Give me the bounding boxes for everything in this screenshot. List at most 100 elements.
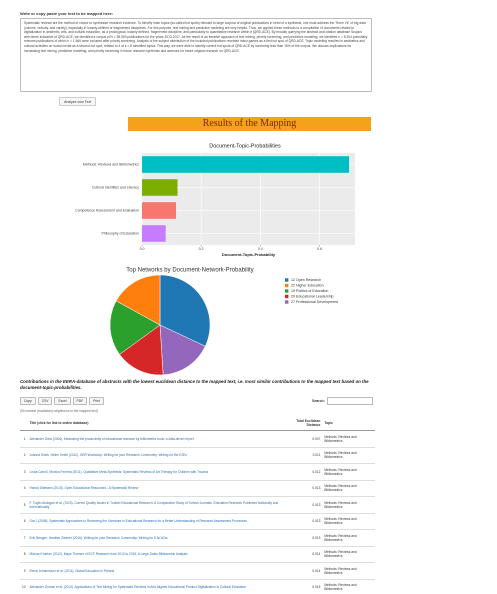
y-tick-label: Methods: Reviews and Bibliometrics bbox=[83, 162, 139, 166]
title-link[interactable]: Hanna Dittmann (2015). Open Educational … bbox=[27, 479, 282, 497]
table-cell: 2 bbox=[20, 446, 28, 464]
table-cell: Methods: Reviews and Bibliometrics bbox=[322, 545, 375, 563]
chart-title: Top Networks by Document-Network-Probabi… bbox=[126, 268, 253, 274]
input-label: Write or copy paste your text to be mapp… bbox=[20, 11, 114, 16]
table-cell: 8 bbox=[20, 545, 28, 563]
table-cell: Methods: Reviews and Bibliometrics bbox=[322, 446, 375, 464]
export-button[interactable]: PDF bbox=[72, 397, 88, 405]
pie-slice bbox=[115, 274, 161, 326]
title-link[interactable]: Joanna Sinek, Helen Smith (2012). OER Wo… bbox=[27, 446, 282, 464]
table-cell: 0.013 bbox=[281, 496, 323, 513]
results-table: Title (click for link to online database… bbox=[20, 416, 375, 594]
table-cell: 0.014 bbox=[281, 545, 323, 563]
table-row: 10 Alexander Grosse et al. (2013). Applic… bbox=[20, 578, 375, 594]
x-tick-label: 0.0 bbox=[140, 247, 145, 251]
search-box[interactable] bbox=[326, 397, 373, 405]
table-cell: Methods: Reviews and Bibliometrics bbox=[322, 562, 375, 579]
table-cell: 3 bbox=[20, 463, 28, 480]
legend-label: 27 Professional Development bbox=[291, 300, 338, 304]
header-cell[interactable]: Topic bbox=[322, 416, 375, 431]
legend-label: 12 Open Research bbox=[291, 278, 321, 282]
table-cell: 5 bbox=[20, 496, 28, 513]
export-button[interactable]: Print bbox=[89, 397, 104, 405]
table-caption: Contributions in the EERA-database of ab… bbox=[20, 379, 369, 390]
export-button[interactable]: CSV bbox=[37, 397, 53, 405]
table-cell: Methods: Reviews and Bibliometrics bbox=[322, 479, 375, 497]
results-heading: Results of the Mapping bbox=[128, 117, 371, 131]
table-cell: 4 bbox=[20, 479, 28, 497]
table-cell: 1 bbox=[20, 430, 28, 447]
bar bbox=[142, 156, 350, 173]
export-button[interactable]: Copy bbox=[20, 397, 36, 405]
header-cell[interactable]: Total Euclidean Distance bbox=[281, 416, 323, 431]
table-row: 9 Elena Johannsson et al. (2011). Global … bbox=[20, 562, 375, 579]
pie-slice bbox=[159, 274, 211, 347]
y-tick-label: Competence Assessment and Evaluation bbox=[75, 208, 139, 212]
pie-slice bbox=[159, 324, 206, 376]
export-button[interactable]: Excel bbox=[54, 397, 71, 405]
table-cell: Methods: Reviews and Bibliometrics bbox=[322, 529, 375, 546]
table-row: 1 Alexander Dietz (2006). Measuring the p… bbox=[20, 430, 375, 447]
table-cell: 6 bbox=[20, 512, 28, 530]
table-row: 4 Hanna Dittmann (2015). Open Educational… bbox=[20, 479, 375, 497]
table-cell: Methods: Reviews and Bibliometrics bbox=[322, 578, 375, 594]
table-cell: 0.013 bbox=[281, 512, 323, 530]
chart-title: Document-Topic-Probabilities bbox=[209, 143, 281, 149]
charts: Document-Topic-Probabilities 0.0 0.2 0.4 0.6… bbox=[75, 143, 355, 376]
table-cell: 0.015 bbox=[281, 578, 323, 594]
table-cell: 7 bbox=[20, 529, 28, 546]
search-label: Search: bbox=[312, 399, 325, 403]
table-cell: Methods: Reviews and Bibliometrics bbox=[322, 463, 375, 480]
y-tick-label: Cultural Identities and Literacy bbox=[92, 185, 139, 189]
table-cell: 0.014 bbox=[281, 562, 323, 579]
table-cell: Methods: Reviews and Bibliometrics bbox=[322, 430, 375, 447]
title-link[interactable]: Linda Carroll, Monica Ferreira (2011). Q… bbox=[27, 463, 282, 480]
legend-swatch bbox=[285, 300, 289, 304]
search: Search: bbox=[312, 397, 373, 405]
analyze-button[interactable]: Analyze own Text bbox=[59, 97, 97, 106]
table-cell: Methods: Reviews and Bibliometrics bbox=[322, 496, 375, 513]
header-cell[interactable]: Title (click for link to online database… bbox=[27, 416, 282, 431]
title-link[interactable]: F. Tuglin Akdogan et al. (2015). Current… bbox=[27, 496, 282, 513]
title-link[interactable]: Michael Hueber (2012). Major Themes of E… bbox=[27, 545, 282, 563]
title-link[interactable]: Gar J (2008). Systematic Approaches to R… bbox=[27, 512, 282, 530]
title-link[interactable]: Elena Johannsson et al. (2011). Global E… bbox=[27, 562, 282, 579]
table-cell: 0.013 bbox=[281, 529, 323, 546]
export-buttons: Copy CSV Excel PDF Print bbox=[20, 397, 104, 405]
table-row: 7 Erik Nengen, Heather Zimmer (2016). Wri… bbox=[20, 529, 375, 546]
bar bbox=[142, 225, 166, 242]
table-cell: Methods: Reviews and Bibliometrics bbox=[322, 512, 375, 530]
legend-swatch bbox=[285, 283, 289, 288]
pie-slice bbox=[109, 300, 161, 355]
legend-swatch bbox=[285, 289, 289, 293]
title-link[interactable]: Alexander Grosse et al. (2013). Applicat… bbox=[27, 578, 282, 594]
table-row: 2 Joanna Sinek, Helen Smith (2012). OER W… bbox=[20, 446, 375, 464]
table-cell: 0.007 bbox=[281, 430, 323, 447]
bar bbox=[142, 202, 177, 219]
text-input[interactable]: Systematic reviews are the method of cho… bbox=[20, 18, 372, 92]
table-cell: 0.013 bbox=[281, 479, 323, 497]
y-tick-label: Philosophy of Education bbox=[101, 231, 139, 235]
table-row: 5 F. Tuglin Akdogan et al. (2015). Curren… bbox=[20, 496, 375, 513]
table-row: 3 Linda Carroll, Monica Ferreira (2011). … bbox=[20, 463, 375, 480]
legend-label: 19 Politics of Education bbox=[291, 289, 328, 293]
x-tick-label: 0.6 bbox=[317, 247, 322, 251]
table-note: (50 nearest (euclidean) neighbours to th… bbox=[20, 409, 98, 413]
legend-swatch bbox=[285, 294, 289, 299]
table-cell: 0.012 bbox=[281, 463, 323, 480]
table-cell: 10 bbox=[20, 578, 28, 594]
legend-swatch bbox=[285, 278, 289, 282]
header-row: Title (click for link to online database… bbox=[20, 416, 375, 431]
table-row: 6 Gar J (2008). Systematic Approaches to … bbox=[20, 512, 375, 530]
x-tick-label: 0.2 bbox=[199, 247, 204, 251]
table-cell: 0.011 bbox=[281, 446, 323, 464]
bar bbox=[142, 179, 178, 196]
legend-label: 20 Educational Leadership bbox=[291, 294, 334, 298]
x-axis-title: Document-Topic-Probability bbox=[222, 252, 276, 257]
header-cell bbox=[20, 416, 28, 431]
title-link[interactable]: Erik Nengen, Heather Zimmer (2016). Writ… bbox=[27, 529, 282, 546]
title-link[interactable]: Alexander Dietz (2006). Measuring the pr… bbox=[27, 430, 282, 447]
pie-slice bbox=[119, 324, 164, 376]
x-tick-label: 0.4 bbox=[258, 247, 263, 251]
legend-label: 22 Higher Education bbox=[291, 283, 324, 287]
